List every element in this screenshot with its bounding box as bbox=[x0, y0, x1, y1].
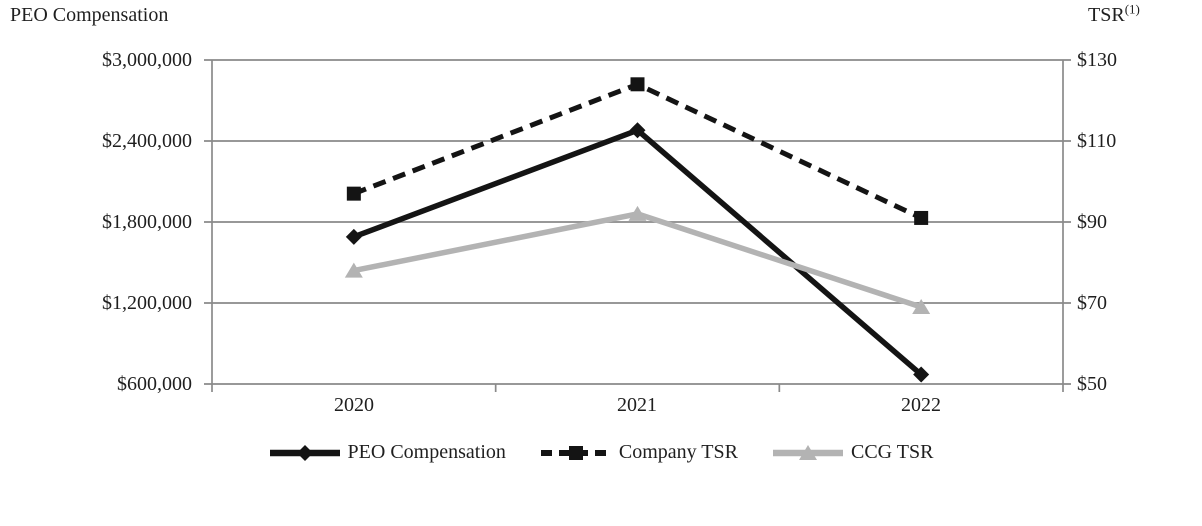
legend-item-ccg-tsr: CCG TSR bbox=[772, 441, 933, 464]
x-axis-tick-label-2020: 2020 bbox=[334, 394, 374, 416]
right-axis-tick-label: $130 bbox=[1077, 49, 1117, 71]
left-axis-title: PEO Compensation bbox=[10, 4, 169, 26]
company-tsr-line-swatch-icon bbox=[540, 445, 611, 460]
left-axis-tick-label: $1,200,000 bbox=[102, 292, 192, 314]
legend-label: Company TSR bbox=[618, 441, 738, 463]
left-axis-tick-label: $600,000 bbox=[117, 373, 192, 395]
right-axis-title-footnote-marker: (1) bbox=[1124, 1, 1140, 17]
legend-item-peo-compensation: PEO Compensation bbox=[269, 441, 506, 464]
chart-legend: PEO Compensation Company TSR CCG TSR bbox=[0, 441, 1202, 464]
left-axis-tick-label: $2,400,000 bbox=[102, 130, 192, 152]
right-axis-title: TSR(1) bbox=[1088, 1, 1140, 27]
legend-label: PEO Compensation bbox=[347, 441, 506, 463]
x-axis-tick-label-2022: 2022 bbox=[901, 394, 941, 416]
right-axis-title-text: TSR bbox=[1088, 4, 1125, 26]
peo-compensation-line-swatch-icon bbox=[269, 444, 340, 461]
right-axis-tick-label: $110 bbox=[1077, 130, 1117, 152]
legend-label: CCG TSR bbox=[850, 441, 934, 463]
right-axis-tick-label: $90 bbox=[1077, 211, 1107, 233]
left-axis-tick-label: $1,800,000 bbox=[102, 211, 192, 233]
right-axis-tick-label: $50 bbox=[1077, 373, 1107, 395]
ccg-tsr-line-swatch-icon bbox=[772, 444, 843, 460]
x-axis-tick-label-2021: 2021 bbox=[617, 394, 657, 416]
left-axis-tick-label: $3,000,000 bbox=[102, 49, 192, 71]
legend-item-company-tsr: Company TSR bbox=[540, 441, 738, 464]
right-axis-tick-label: $70 bbox=[1077, 292, 1107, 314]
